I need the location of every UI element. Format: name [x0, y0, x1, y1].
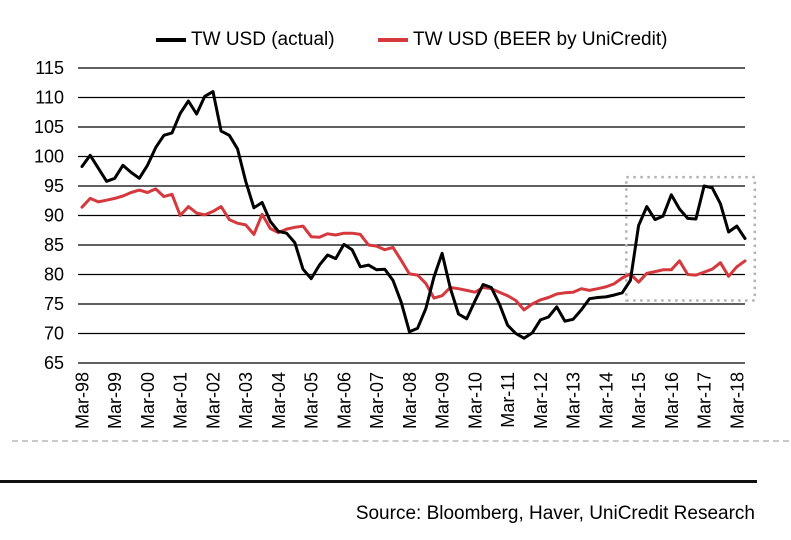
x-axis-tick-label: Mar-14 [596, 372, 616, 429]
source-note: Source: Bloomberg, Haver, UniCredit Rese… [355, 503, 755, 524]
legend-item-beer: TW USD (BEER by UniCredit) [378, 29, 667, 51]
x-axis-tick-label: Mar-04 [269, 372, 289, 429]
dashed-separator-line [12, 440, 789, 442]
x-axis-tick-label: Mar-12 [531, 372, 551, 429]
x-axis-tick-label: Mar-10 [465, 372, 485, 429]
x-axis-tick-label: Mar-02 [203, 372, 223, 429]
legend-item-actual: TW USD (actual) [156, 29, 335, 51]
y-axis-tick-label: 100 [34, 147, 64, 167]
y-axis-tick-label: 65 [44, 353, 64, 373]
legend-label-beer: TW USD (BEER by UniCredit) [413, 29, 668, 50]
x-axis-tick-label: Mar-11 [498, 372, 518, 428]
x-axis-tick-label: Mar-16 [662, 372, 682, 429]
legend-label-actual: TW USD (actual) [191, 29, 335, 50]
y-axis-tick-label: 115 [35, 58, 64, 78]
y-axis-tick-label: 70 [44, 324, 64, 344]
highlight-box [625, 175, 757, 302]
series-line-actual [80, 90, 747, 340]
x-axis-tick-label: Mar-00 [138, 372, 158, 429]
x-axis-tick-label: Mar-15 [629, 372, 649, 429]
x-axis-tick-label: Mar-03 [236, 372, 256, 429]
y-axis-tick-label: 110 [35, 88, 64, 108]
x-axis-tick-label: Mar-05 [302, 372, 322, 429]
y-axis-tick-label: 90 [44, 206, 64, 226]
x-axis-tick-label: Mar-18 [727, 372, 747, 429]
y-axis-tick-label: 75 [44, 294, 64, 314]
x-axis-tick-label: Mar-98 [73, 372, 93, 429]
x-axis-tick-label: Mar-01 [171, 372, 191, 429]
x-axis-tick-label: Mar-07 [367, 372, 387, 429]
y-axis-tick-label: 80 [44, 265, 64, 285]
x-axis-tick-label: Mar-06 [334, 372, 354, 429]
x-axis-tick-label: Mar-13 [564, 372, 584, 429]
series-line-beer [80, 187, 747, 312]
y-axis-tick-label: 105 [34, 117, 64, 137]
x-axis-tick-label: Mar-09 [433, 372, 453, 429]
y-axis-tick-label: 85 [44, 235, 64, 255]
tw-usd-line-chart: 65 70 75 80 85 90 95 100 105 110 115 Mar-98 Mar-99 Ma… [34, 58, 757, 429]
y-axis-tick-label: 95 [44, 176, 64, 196]
legend-swatch-actual-line [156, 38, 186, 42]
x-axis-tick-label: Mar-08 [400, 372, 420, 429]
x-axis-tick-label: Mar-17 [695, 372, 715, 429]
legend-swatch-beer-line [378, 38, 408, 42]
x-axis-tick-label: Mar-99 [105, 372, 125, 429]
footer-rule [0, 480, 757, 483]
